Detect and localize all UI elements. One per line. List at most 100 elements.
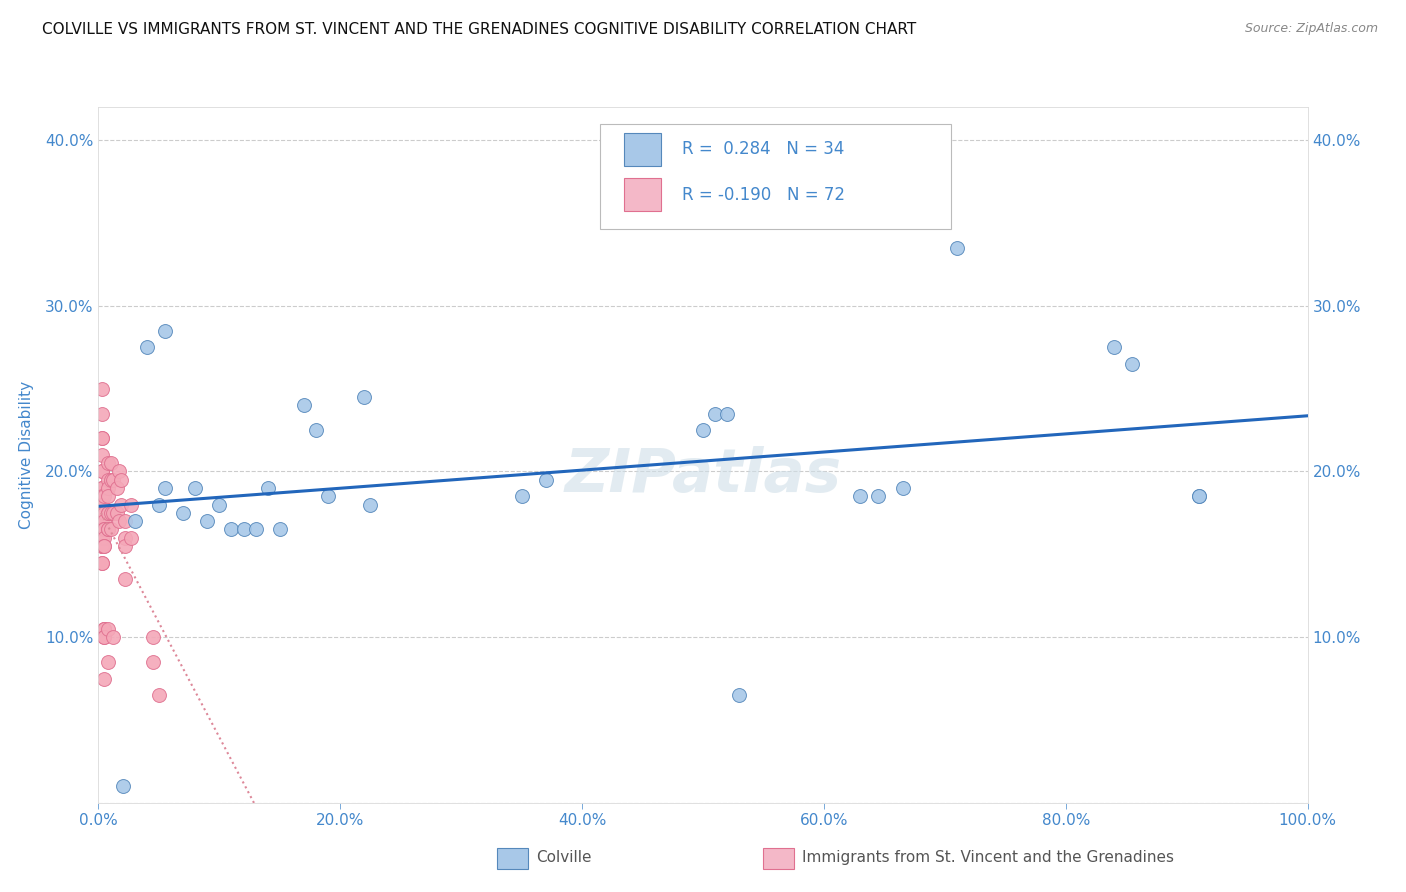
Point (1121, 357, 1143, 371)
Point (114, 514, 136, 528)
Point (353, 390, 375, 404)
Point (91, 523, 114, 537)
Point (124, 514, 146, 528)
Point (135, 340, 157, 354)
Point (114, 572, 136, 586)
Text: Source: ZipAtlas.com: Source: ZipAtlas.com (1244, 22, 1378, 36)
Point (1188, 489, 1211, 503)
Point (316, 489, 339, 503)
Point (232, 523, 254, 537)
Point (91, 556, 114, 570)
Point (93, 523, 115, 537)
Text: COLVILLE VS IMMIGRANTS FROM ST. VINCENT AND THE GRENADINES COGNITIVE DISABILITY : COLVILLE VS IMMIGRANTS FROM ST. VINCENT … (42, 22, 917, 37)
Point (91, 481, 114, 495)
Point (97, 523, 120, 537)
Point (91, 523, 114, 537)
Point (120, 498, 142, 512)
Point (91, 539, 114, 553)
Point (101, 473, 124, 487)
Bar (763, 848, 794, 869)
Point (97, 456, 120, 470)
Point (93, 539, 115, 553)
Point (142, 630, 165, 644)
Point (100, 456, 122, 470)
Point (93, 630, 115, 644)
Bar (624, 133, 661, 166)
Point (97, 655, 120, 669)
Point (91, 531, 114, 545)
Point (93, 622, 115, 636)
Point (221, 523, 243, 537)
Point (97, 523, 120, 537)
Point (1102, 340, 1125, 354)
Point (692, 423, 714, 437)
Point (91, 465, 114, 479)
Point (91, 556, 114, 570)
Point (91, 382, 114, 396)
Point (93, 672, 115, 686)
Point (849, 489, 872, 503)
Point (93, 523, 115, 537)
Bar (498, 848, 527, 869)
Point (101, 506, 124, 520)
Point (120, 531, 142, 545)
Point (105, 506, 128, 520)
Point (91, 481, 114, 495)
Text: R = -0.190   N = 72: R = -0.190 N = 72 (682, 186, 845, 203)
Point (93, 622, 115, 636)
Point (91, 514, 114, 528)
Point (91, 539, 114, 553)
Point (148, 688, 170, 702)
Point (100, 523, 122, 537)
Point (184, 481, 207, 495)
Point (172, 506, 194, 520)
Point (108, 465, 131, 479)
Point (534, 473, 557, 487)
Point (93, 622, 115, 636)
Point (97, 473, 120, 487)
Text: Immigrants from St. Vincent and the Grenadines: Immigrants from St. Vincent and the Gren… (803, 849, 1174, 864)
Point (93, 531, 115, 545)
Point (105, 481, 128, 495)
Point (305, 423, 328, 437)
Point (91, 506, 114, 520)
Point (97, 481, 120, 495)
Point (946, 241, 969, 255)
Text: R =  0.284   N = 34: R = 0.284 N = 34 (682, 140, 845, 159)
Point (510, 489, 533, 503)
Point (110, 498, 132, 512)
Point (91, 431, 114, 445)
Point (142, 655, 165, 669)
Point (114, 539, 136, 553)
Point (93, 514, 115, 528)
Point (97, 506, 120, 520)
Point (704, 407, 727, 421)
Text: Colville: Colville (536, 849, 592, 864)
FancyBboxPatch shape (600, 124, 950, 229)
Bar (624, 178, 661, 211)
Point (91, 506, 114, 520)
Point (114, 531, 136, 545)
Point (100, 473, 122, 487)
Point (110, 473, 132, 487)
Point (245, 523, 267, 537)
Point (292, 398, 315, 412)
Point (868, 489, 890, 503)
Point (93, 539, 115, 553)
Point (101, 630, 124, 644)
Point (100, 506, 122, 520)
Point (716, 407, 738, 421)
Point (91, 431, 114, 445)
Point (97, 489, 120, 503)
Point (91, 539, 114, 553)
Point (891, 481, 914, 495)
Text: ZIPatlas: ZIPatlas (564, 446, 842, 505)
Point (93, 506, 115, 520)
Point (360, 498, 382, 512)
Point (91, 498, 114, 512)
Point (269, 523, 291, 537)
Point (208, 498, 231, 512)
Point (148, 498, 170, 512)
Point (97, 506, 120, 520)
Point (97, 622, 120, 636)
